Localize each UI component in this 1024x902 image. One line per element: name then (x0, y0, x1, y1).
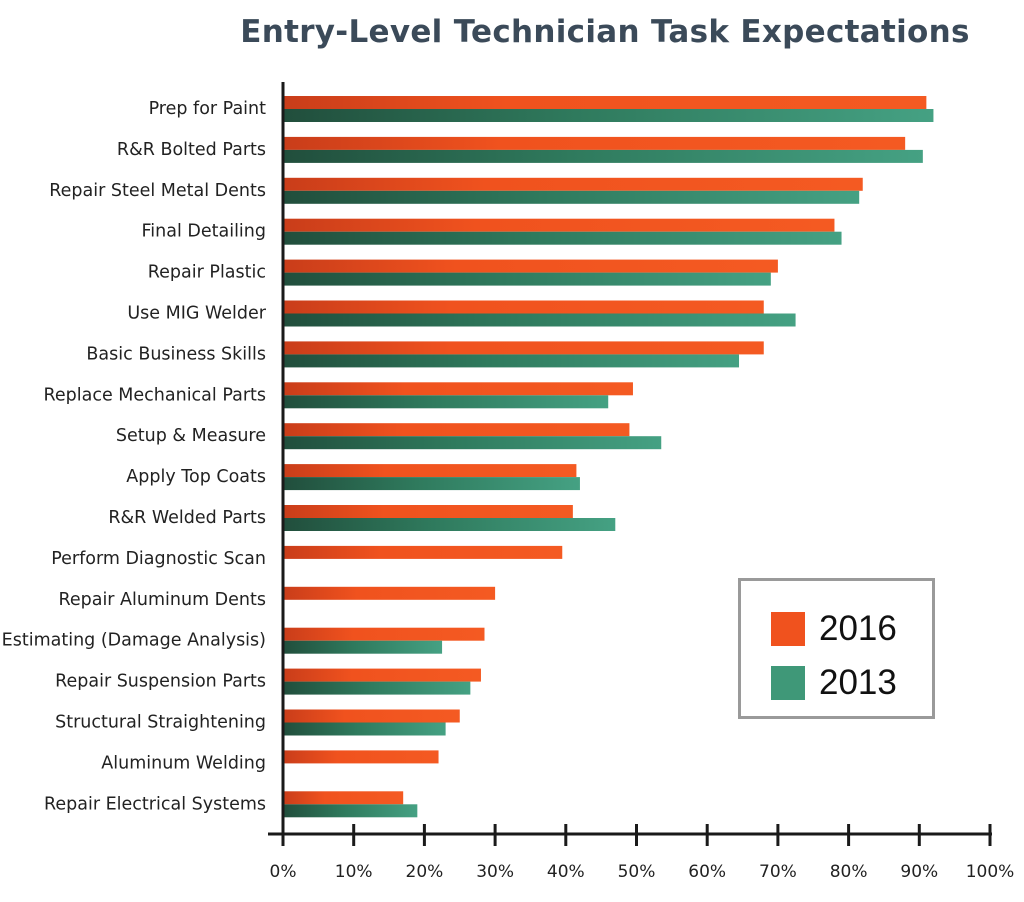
bar-2016 (283, 586, 496, 600)
category-label: Setup & Measure (116, 426, 266, 446)
category-label: Prep for Paint (149, 99, 267, 119)
x-tick-label: 10% (335, 862, 373, 882)
x-tick-label: 30% (476, 862, 514, 882)
bar-2013 (283, 109, 934, 122)
bar-2013 (283, 681, 471, 695)
x-tick-label: 90% (900, 862, 938, 882)
x-axis: 0% 10% 20% 30% 40% 50% 60% 70% 80% 90% 100% (268, 82, 1014, 882)
category-label: Final Detailing (141, 222, 266, 242)
legend-item-2013: 2013 (771, 663, 897, 703)
bar-2013 (283, 231, 842, 245)
x-tick-label: 40% (547, 862, 585, 882)
category-label: Aluminum Welding (101, 753, 266, 773)
x-tick-label: 70% (759, 862, 797, 882)
category-label: Repair Electrical Systems (44, 794, 266, 814)
category-label: Repair Suspension Parts (55, 672, 266, 692)
x-tick-label: 20% (406, 862, 444, 882)
category-label: Use MIG Welder (127, 304, 266, 324)
category-label: Structural Straightening (55, 713, 266, 733)
bar-2016 (283, 136, 906, 150)
bar-2013 (283, 804, 418, 818)
category-label: Replace Mechanical Parts (44, 385, 266, 405)
category-label: Estimating (Damage Analysis) (2, 631, 266, 651)
bar-2016 (283, 668, 481, 682)
legend-label-2016: 2016 (819, 609, 897, 648)
bar-2013 (283, 722, 446, 736)
bar-2013 (283, 436, 662, 450)
x-tick-label: 0% (270, 862, 297, 882)
bar-2016 (283, 341, 764, 355)
bar-2013 (283, 190, 860, 204)
x-tick-label: 100% (966, 862, 1015, 882)
bar-2016 (283, 218, 835, 232)
bar-2016 (283, 750, 439, 764)
bar-2013 (283, 272, 771, 286)
category-label: Repair Steel Metal Dents (49, 181, 266, 201)
bar-2016 (283, 300, 764, 314)
chart-title: Entry-Level Technician Task Expectations (240, 14, 970, 50)
category-label: Apply Top Coats (126, 467, 266, 487)
bar-2016 (283, 177, 863, 191)
bar-2016 (283, 96, 927, 109)
legend-swatch-2013 (771, 666, 805, 700)
bar-2016 (283, 505, 573, 518)
category-label: Perform Diagnostic Scan (51, 549, 266, 569)
bar-2016 (283, 791, 404, 805)
bar-2013 (283, 477, 580, 491)
bar-2013 (283, 313, 796, 327)
bar-2016 (283, 627, 485, 641)
bar-2016 (283, 464, 577, 478)
category-label: Repair Plastic (148, 263, 266, 283)
bar-2013 (283, 354, 740, 368)
legend-label-2013: 2013 (819, 663, 897, 702)
legend-item-2016: 2016 (771, 609, 897, 649)
legend-swatch-2016 (771, 612, 805, 646)
bar-2016 (283, 259, 778, 273)
bar-2013 (283, 149, 923, 163)
x-tick-label: 60% (688, 862, 726, 882)
bar-2013 (283, 640, 443, 654)
bar-2016 (283, 545, 563, 559)
bars-layer (283, 96, 934, 818)
x-tick-label: 80% (830, 862, 868, 882)
category-label: Repair Aluminum Dents (58, 590, 266, 610)
category-label: Basic Business Skills (86, 344, 266, 364)
category-labels: Prep for Paint R&R Bolted Parts Repair Ste… (2, 99, 267, 814)
bar-2016 (283, 709, 460, 723)
bar-2013 (283, 395, 609, 409)
legend: 2016 2013 (738, 578, 935, 719)
category-label: R&R Bolted Parts (117, 140, 266, 160)
x-tick-label: 50% (618, 862, 656, 882)
category-label: R&R Welded Parts (108, 508, 266, 528)
bar-2016 (283, 423, 630, 437)
bar-2013 (283, 518, 616, 531)
bar-2016 (283, 382, 633, 396)
